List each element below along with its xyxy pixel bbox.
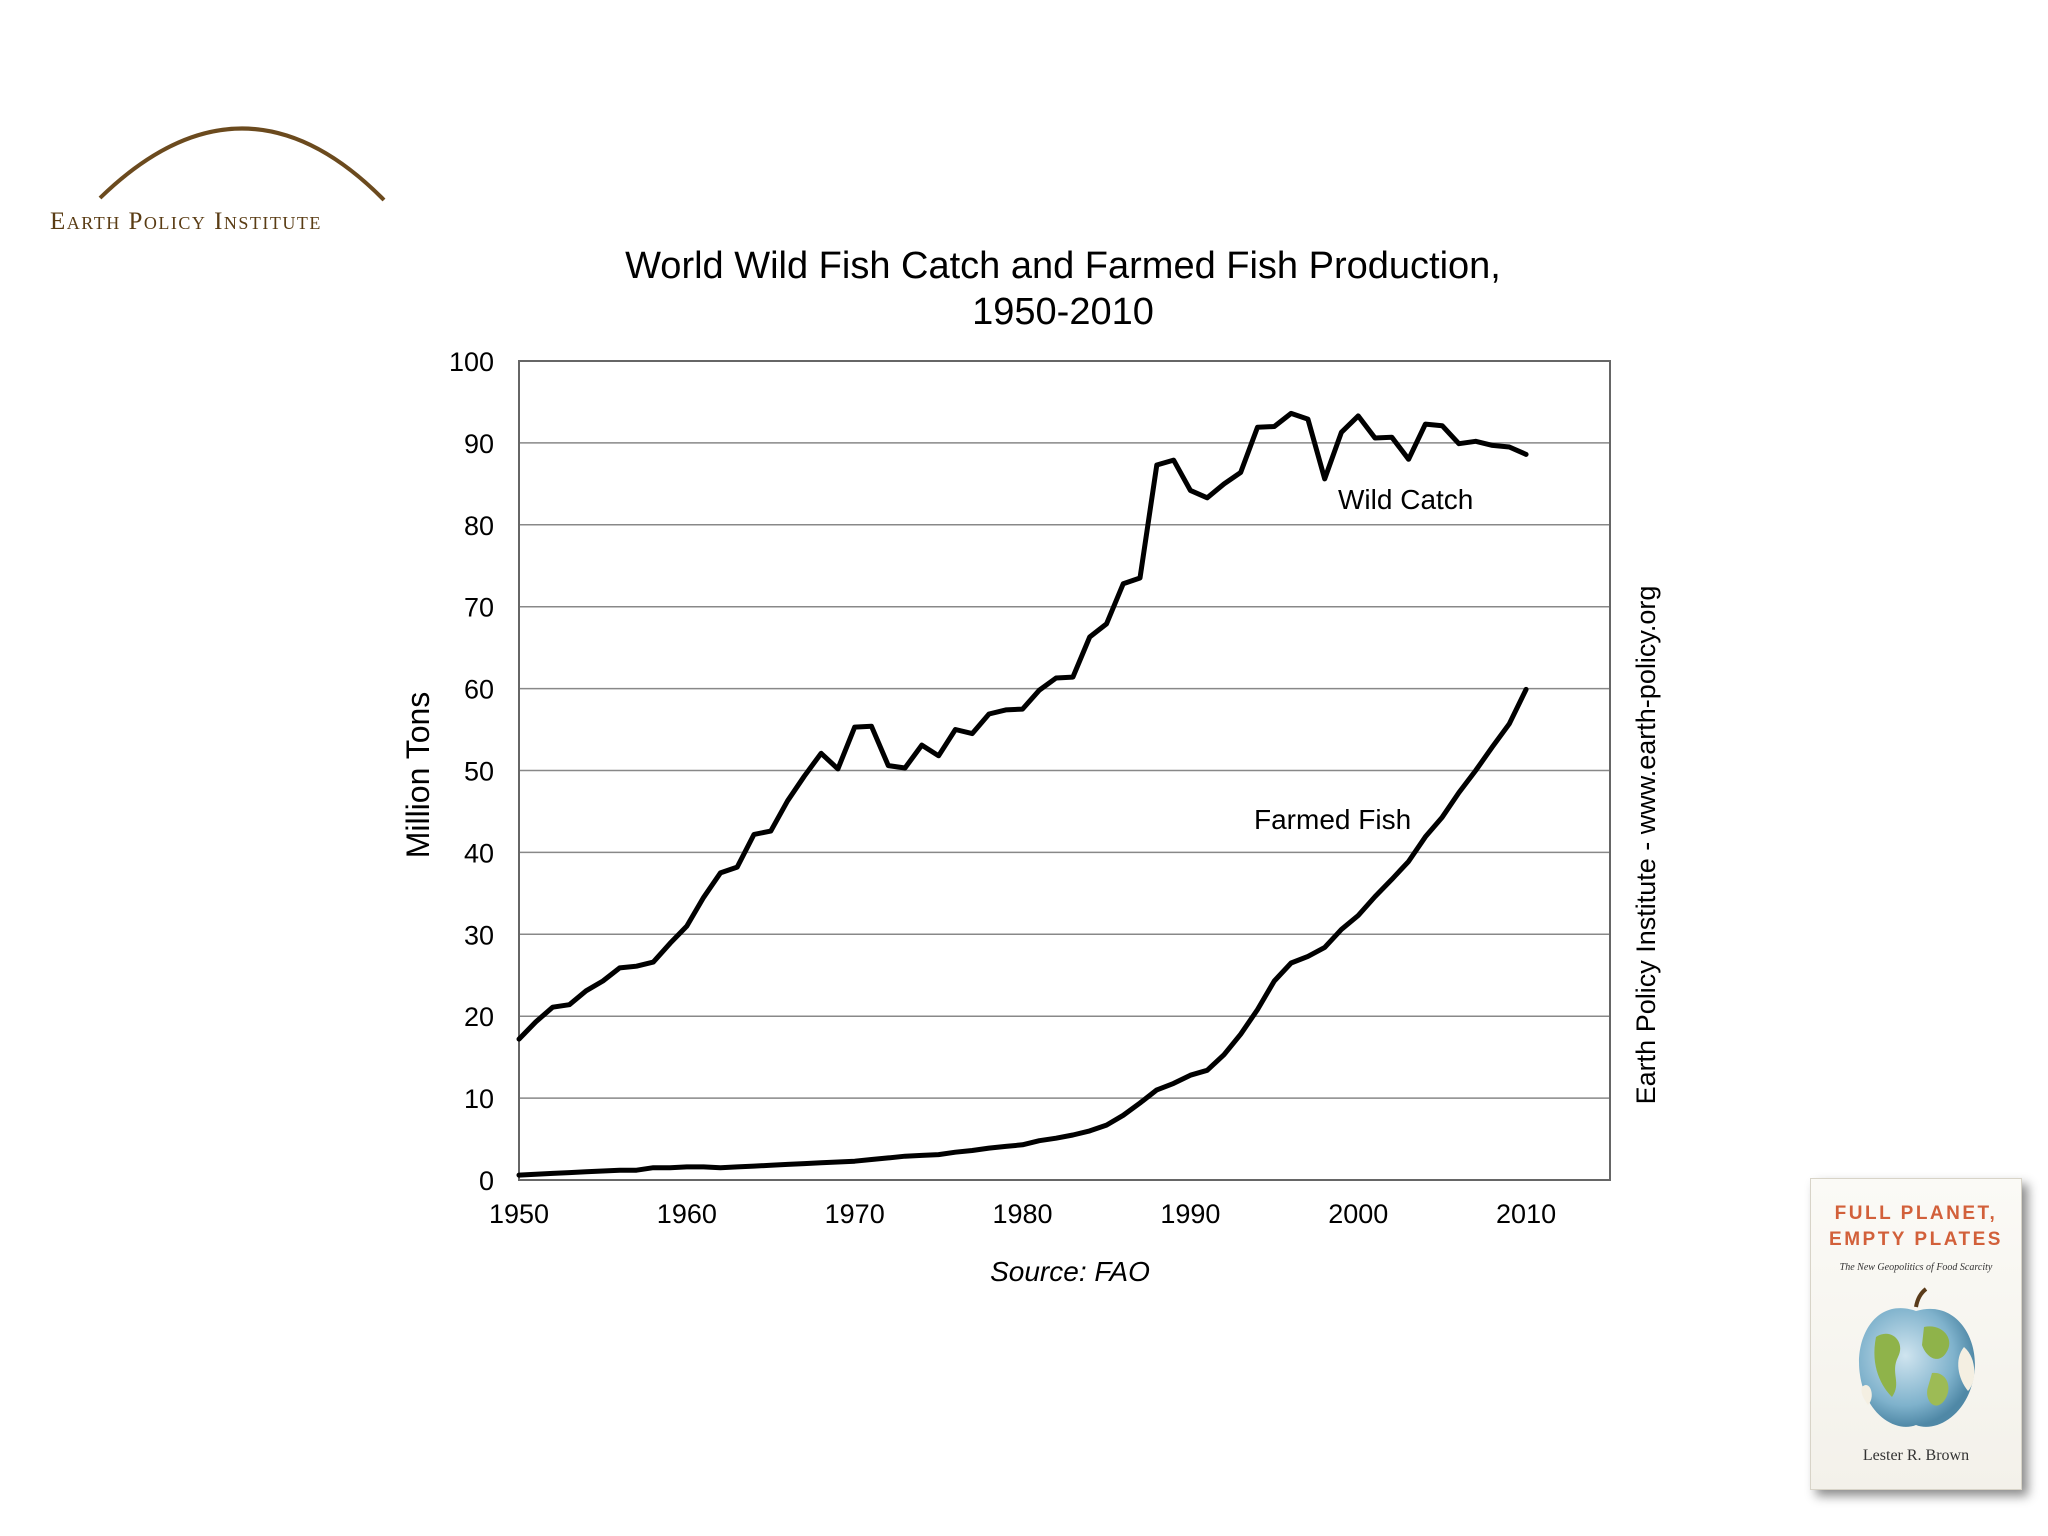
book-author: Lester R. Brown bbox=[1862, 1447, 1970, 1464]
y-tick-label: 10 bbox=[464, 1084, 494, 1114]
book-title-line1: FULL PLANET, bbox=[1834, 1203, 1998, 1224]
chart-title-line2: 1950-2010 bbox=[972, 291, 1154, 333]
side-caption: Earth Policy Institute - www.earth-polic… bbox=[1631, 586, 1661, 1105]
book-title-line2: EMPTY PLATES bbox=[1829, 1229, 2003, 1250]
y-tick-label: 30 bbox=[464, 920, 494, 950]
apple-globe-icon bbox=[1859, 1287, 1975, 1427]
source-note: Source: FAO bbox=[990, 1256, 1150, 1287]
chart-title-line1: World Wild Fish Catch and Farmed Fish Pr… bbox=[625, 245, 1501, 287]
y-tick-label: 50 bbox=[464, 757, 494, 787]
series-label-farmed-fish: Farmed Fish bbox=[1254, 804, 1411, 835]
x-tick-label: 1960 bbox=[657, 1199, 717, 1229]
book-cover[interactable]: FULL PLANET, EMPTY PLATES The New Geopol… bbox=[1810, 1178, 2022, 1490]
book-title: FULL PLANET, EMPTY PLATES bbox=[1811, 1201, 2021, 1253]
series-line-farmed-fish bbox=[516, 686, 1529, 1178]
y-tick-label: 20 bbox=[464, 1002, 494, 1032]
grid-lines bbox=[519, 442, 1610, 1099]
y-tick-label: 90 bbox=[464, 429, 494, 459]
y-tick-label: 60 bbox=[464, 675, 494, 705]
logo-text: Earth Policy Institute bbox=[50, 208, 322, 235]
earth-policy-institute-logo: Earth Policy Institute bbox=[44, 108, 444, 248]
x-tick-label: 1950 bbox=[489, 1199, 549, 1229]
x-tick-label: 2010 bbox=[1496, 1199, 1556, 1229]
logo-arc-icon bbox=[98, 126, 386, 202]
book-subtitle: The New Geopolitics of Food Scarcity bbox=[1839, 1262, 1993, 1273]
series-lines bbox=[516, 410, 1529, 1178]
x-tick-label: 1970 bbox=[825, 1199, 885, 1229]
y-tick-label: 0 bbox=[479, 1166, 494, 1196]
x-tick-label: 2000 bbox=[1328, 1199, 1388, 1229]
y-tick-label: 100 bbox=[449, 347, 494, 377]
y-tick-label: 70 bbox=[464, 593, 494, 623]
y-tick-labels: 0 10 20 30 40 50 60 70 80 90 100 bbox=[449, 347, 494, 1196]
y-tick-label: 80 bbox=[464, 511, 494, 541]
series-label-wild-catch: Wild Catch bbox=[1338, 484, 1473, 515]
plot-frame bbox=[518, 360, 1611, 1181]
series-line-wild-catch bbox=[516, 410, 1529, 1042]
x-tick-label: 1980 bbox=[992, 1199, 1052, 1229]
x-tick-label: 1990 bbox=[1160, 1199, 1220, 1229]
y-tick-label: 40 bbox=[464, 838, 494, 868]
y-axis-label: Million Tons bbox=[400, 692, 436, 859]
x-tick-labels: 1950 1960 1970 1980 1990 2000 2010 bbox=[489, 1199, 1556, 1229]
